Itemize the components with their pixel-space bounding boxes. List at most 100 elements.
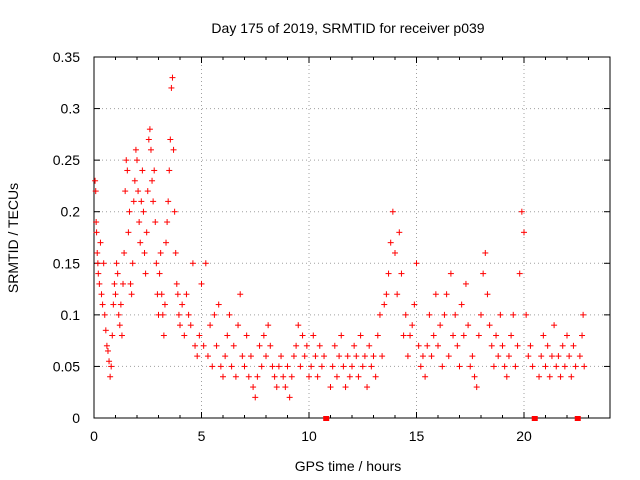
data-point <box>538 353 545 360</box>
data-point <box>140 208 147 215</box>
data-point <box>113 260 120 267</box>
data-point <box>224 332 231 339</box>
data-point <box>508 332 515 339</box>
data-point <box>202 260 209 267</box>
data-point <box>160 332 167 339</box>
y-tick-label: 0.3 <box>61 101 81 117</box>
data-point <box>529 363 536 370</box>
data-point <box>172 249 179 256</box>
data-point <box>370 353 377 360</box>
data-point <box>407 332 414 339</box>
data-point <box>278 353 285 360</box>
data-point <box>258 363 265 370</box>
data-point <box>94 260 101 267</box>
data-point <box>189 260 196 267</box>
data-point <box>273 384 280 391</box>
data-point <box>467 363 474 370</box>
data-point <box>478 311 484 318</box>
data-point <box>153 260 160 267</box>
data-point <box>338 332 345 339</box>
data-point <box>312 353 319 360</box>
data-point <box>480 270 487 277</box>
data-point <box>109 332 116 339</box>
data-point <box>217 363 224 370</box>
data-point <box>359 363 366 370</box>
data-point <box>174 291 181 298</box>
y-tick-label: 0.15 <box>53 255 80 271</box>
data-point <box>473 384 480 391</box>
data-point <box>417 363 424 370</box>
data-point <box>213 342 220 349</box>
grid-lines <box>94 56 610 418</box>
data-point <box>118 332 125 339</box>
data-point <box>222 353 229 360</box>
data-point <box>579 332 586 339</box>
data-point <box>447 270 454 277</box>
data-point <box>122 188 129 195</box>
y-tick-label: 0.05 <box>53 358 80 374</box>
data-point <box>385 270 392 277</box>
data-point <box>357 332 364 339</box>
data-point <box>566 353 573 360</box>
data-point <box>419 353 426 360</box>
data-point <box>179 301 186 308</box>
data-point <box>392 249 398 256</box>
data-point <box>368 363 375 370</box>
data-point <box>117 301 124 308</box>
data-point <box>349 363 355 370</box>
data-point <box>374 332 381 339</box>
data-point <box>445 353 452 360</box>
data-point <box>518 208 525 215</box>
data-point <box>295 322 302 329</box>
data-point <box>232 373 239 380</box>
data-point <box>400 332 407 339</box>
data-point <box>171 208 178 215</box>
data-point <box>98 291 105 298</box>
data-point <box>435 342 441 349</box>
data-point <box>460 332 467 339</box>
data-point <box>120 280 127 287</box>
data-point <box>471 373 478 380</box>
data-point <box>443 291 450 298</box>
data-point <box>346 373 353 380</box>
data-point <box>243 332 250 339</box>
data-point <box>115 311 122 318</box>
data-point <box>516 270 523 277</box>
data-point <box>486 322 493 329</box>
data-point <box>126 208 133 215</box>
data-point <box>288 373 295 380</box>
data-point <box>318 363 325 370</box>
data-point <box>441 311 448 318</box>
data-point <box>310 332 317 339</box>
data-point <box>497 311 504 318</box>
data-point <box>183 291 190 298</box>
data-point <box>284 363 291 370</box>
data-point <box>303 342 310 349</box>
data-point <box>329 363 336 370</box>
data-point <box>207 322 214 329</box>
data-point <box>387 239 394 246</box>
data-point <box>192 342 199 349</box>
data-point <box>462 280 469 287</box>
data-point <box>134 157 140 164</box>
data-point <box>437 322 444 329</box>
data-point <box>235 322 242 329</box>
data-point <box>430 332 437 339</box>
data-point <box>280 373 287 380</box>
data-point <box>510 311 517 318</box>
data-point <box>495 353 502 360</box>
data-point <box>93 229 100 236</box>
data-point <box>168 84 175 91</box>
data-point <box>551 322 558 329</box>
data-point <box>141 249 148 256</box>
data-point <box>130 198 137 205</box>
data-point <box>92 177 99 184</box>
x-tick-label: 0 <box>90 428 98 444</box>
data-point <box>220 373 226 380</box>
data-point <box>97 239 104 246</box>
data-point <box>580 311 587 318</box>
y-tick-label: 0.1 <box>61 307 81 323</box>
data-point <box>546 373 553 380</box>
data-point <box>501 363 508 370</box>
data-point <box>95 270 102 277</box>
